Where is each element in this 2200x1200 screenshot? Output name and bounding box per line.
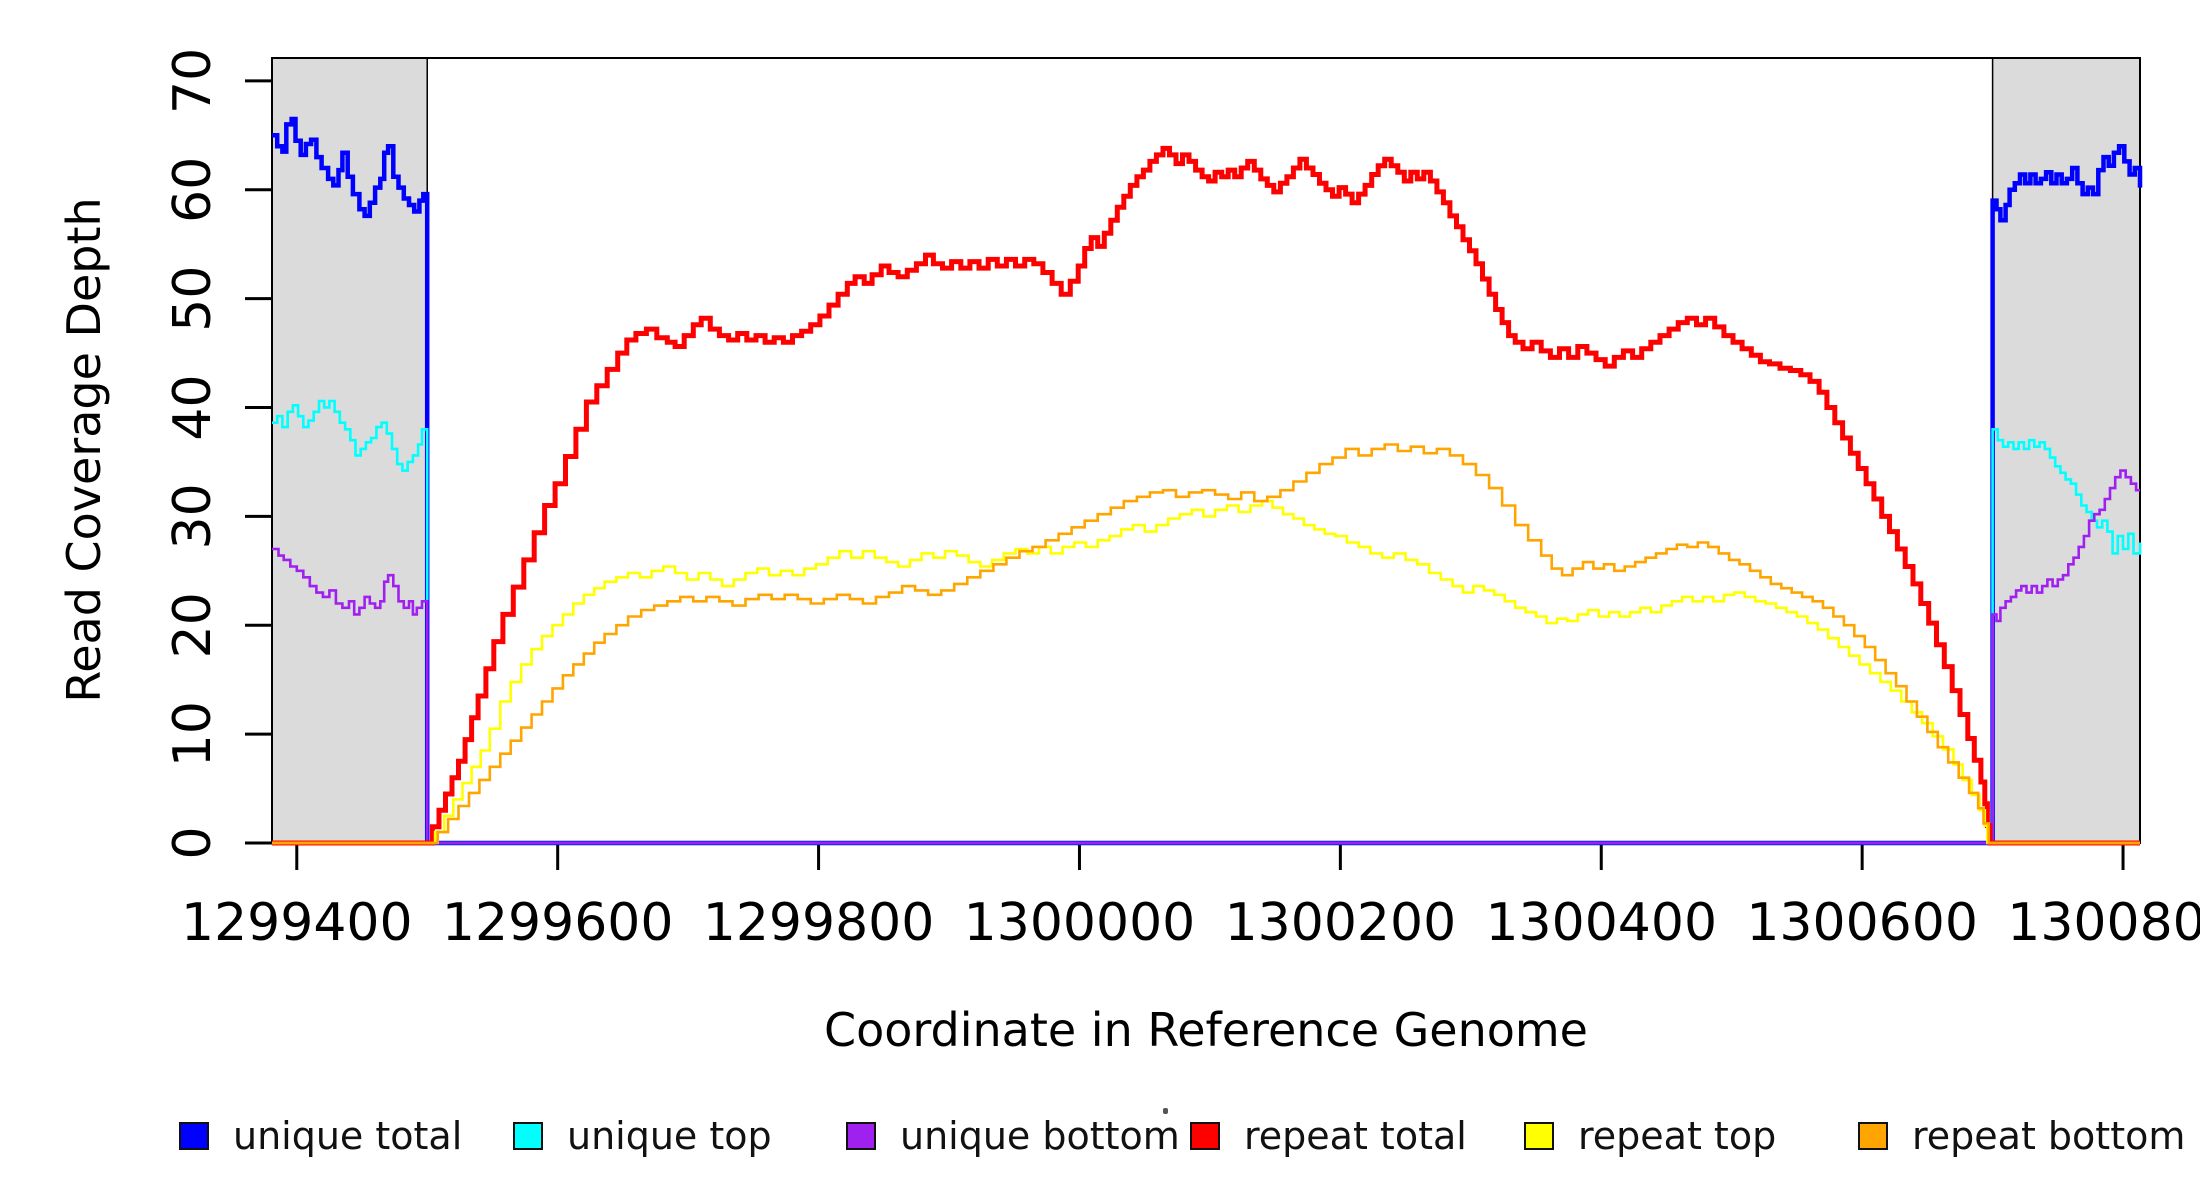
x-axis: 1299400 1299600 1299800 1300000 1300200 13004…: [181, 843, 2200, 953]
x-tick-label: 1300600: [1746, 893, 1978, 953]
legend-swatch-unique-top: [513, 1122, 543, 1150]
legend-item-unique-bottom: unique bottom: [846, 1112, 1180, 1160]
stray-dot: [1163, 1108, 1168, 1114]
y-tick-label: 40: [163, 374, 223, 440]
legend-swatch-repeat-total: [1190, 1122, 1220, 1150]
x-tick-label: 1300000: [964, 893, 1196, 953]
x-tick-label: 1299600: [442, 893, 674, 953]
y-tick-label: 10: [163, 701, 223, 767]
y-axis-title: Read Coverage Depth: [57, 197, 111, 702]
y-tick-label: 20: [163, 592, 223, 658]
y-tick-label: 0: [163, 826, 223, 859]
y-tick-label: 60: [163, 157, 223, 223]
legend-label: unique top: [567, 1114, 772, 1158]
legend-item-repeat-top: repeat top: [1524, 1112, 1776, 1160]
y-tick-label: 50: [163, 266, 223, 332]
y-tick-label: 30: [163, 483, 223, 549]
legend-item-unique-total: unique total: [179, 1112, 462, 1160]
legend-label: unique total: [233, 1114, 463, 1158]
x-tick-label: 1300200: [1225, 893, 1457, 953]
series-unique-bottom: [272, 469, 2140, 845]
legend-swatch-repeat-bottom: [1858, 1122, 1888, 1150]
legend-swatch-unique-total: [179, 1122, 209, 1150]
x-tick-label: 1299800: [703, 893, 935, 953]
series-repeat-bottom: [272, 443, 2140, 845]
series-unique-total: [272, 116, 2143, 846]
legend-label: repeat total: [1244, 1114, 1467, 1158]
y-axis: 0 10 20 30 40 50 60 70: [163, 48, 272, 860]
x-axis-title: Coordinate in Reference Genome: [824, 1003, 1588, 1057]
series-lines: [272, 116, 2143, 846]
series-repeat-total: [272, 145, 2140, 846]
legend-swatch-repeat-top: [1524, 1122, 1554, 1150]
shaded-region: [1991, 57, 2141, 844]
legend-label: repeat top: [1578, 1114, 1777, 1158]
legend: unique total unique top unique bottom repea…: [0, 1112, 2200, 1172]
x-tick-label: 1299400: [181, 893, 413, 953]
y-tick-label: 70: [163, 48, 223, 114]
legend-item-repeat-total: repeat total: [1190, 1112, 1467, 1160]
series-repeat-top: [272, 499, 2140, 845]
x-tick-label: 1300400: [1485, 893, 1717, 953]
legend-label: unique bottom: [900, 1114, 1180, 1158]
legend-label: repeat bottom: [1912, 1114, 2186, 1158]
legend-item-repeat-bottom: repeat bottom: [1858, 1112, 2185, 1160]
series-unique-top: [272, 399, 2142, 845]
legend-item-unique-top: unique top: [513, 1112, 772, 1160]
legend-swatch-unique-bottom: [846, 1122, 876, 1150]
